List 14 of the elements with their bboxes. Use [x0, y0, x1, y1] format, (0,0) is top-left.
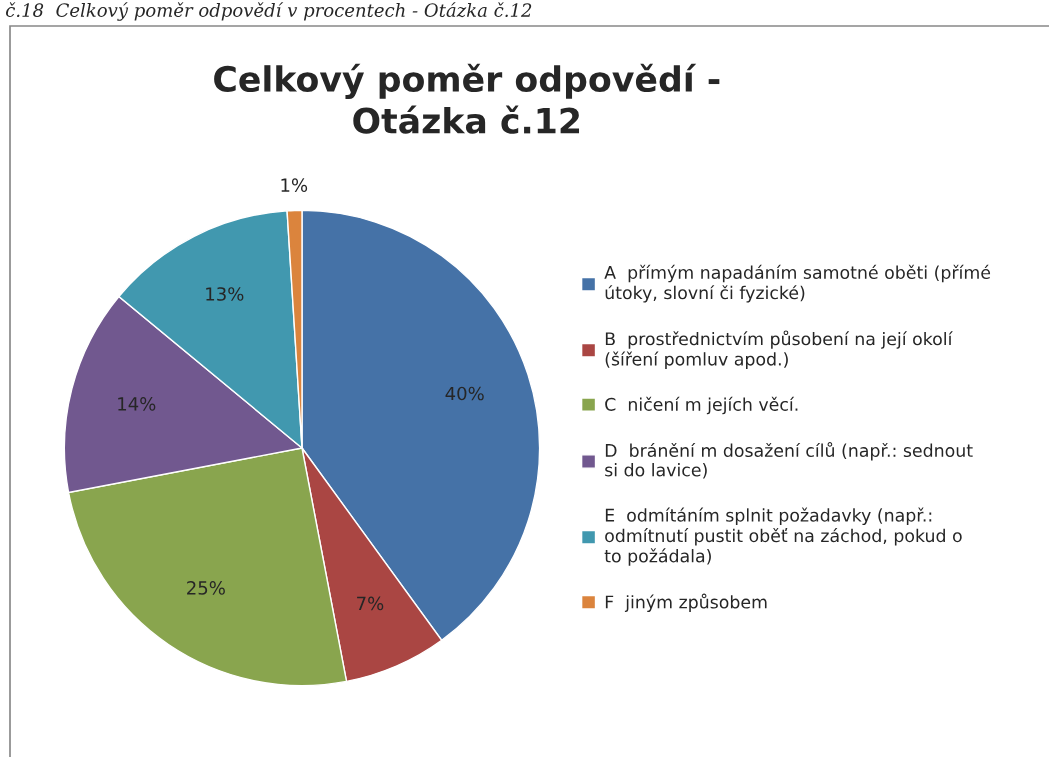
data-label: 14%	[118, 397, 156, 411]
chart-title: Celkový poměr odpovědí - Otázka č.12	[214, 63, 720, 134]
legend-label: A přímým napadáním samotné oběti (přímé útoky, slovní či fyzické)	[604, 264, 991, 303]
data-label: 1%	[281, 178, 308, 192]
data-label: 25%	[187, 581, 225, 595]
legend-label: D bránění m dosažení cílů (např.: sednout si do lavice)	[605, 442, 973, 479]
data-label: 13%	[206, 287, 244, 301]
legend-label: B prostřednictvím působení na její okolí (šíření pomluv apod.)	[605, 330, 953, 370]
legend-label: F jiným způsobem	[605, 593, 767, 612]
text: č.18 Celkový poměr odpovědí v procentech - Otázka č.12	[6, 2, 532, 21]
legend-label: C ničení m jejích věcí.	[605, 396, 798, 415]
data-label: 40%	[445, 386, 484, 401]
data-label: 7%	[357, 596, 384, 611]
legend-label: E odmítáním splnit požadavky (např.: odmítnutí pustit oběť na záchod, pokud o to požádala)	[604, 507, 962, 566]
